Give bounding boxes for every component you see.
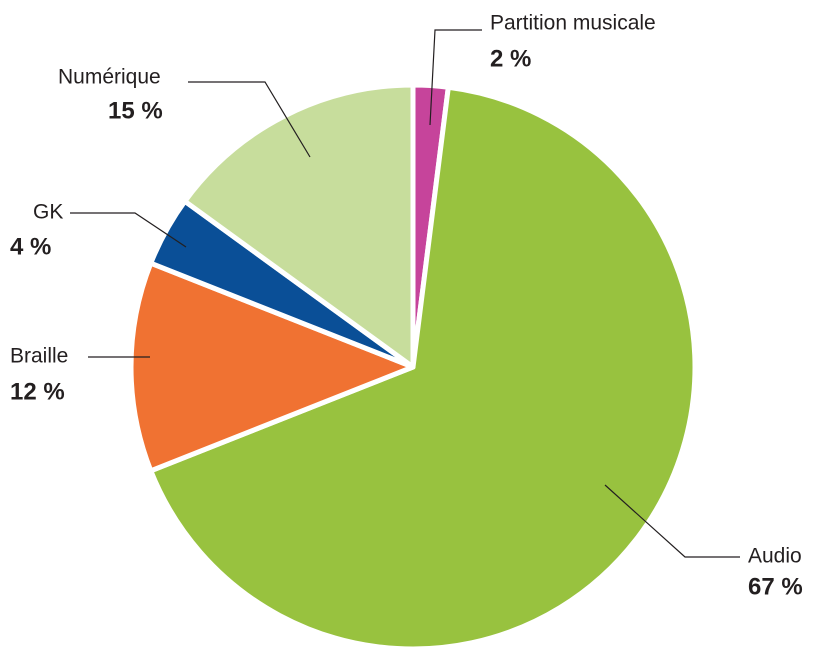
leader-line: [429, 29, 482, 126]
slice-value-label: 4 %: [10, 233, 51, 260]
leader-line: [188, 81, 311, 158]
pie-slice: [128, 260, 416, 474]
slice-value-label: 67 %: [748, 573, 803, 600]
slice-label: Audio: [748, 545, 802, 568]
slice-label: Braille: [10, 345, 68, 368]
leader-line: [70, 212, 187, 248]
pie-slice: [148, 84, 698, 649]
slice-value-label: 15 %: [108, 97, 163, 124]
slice-label: GK: [33, 201, 63, 224]
slice-label: Partition musicale: [490, 12, 656, 35]
leader-line: [604, 484, 740, 558]
slice-label: Numérique: [58, 66, 161, 89]
slice-value-label: 12 %: [10, 378, 65, 405]
slice-value-label: 2 %: [490, 45, 531, 72]
